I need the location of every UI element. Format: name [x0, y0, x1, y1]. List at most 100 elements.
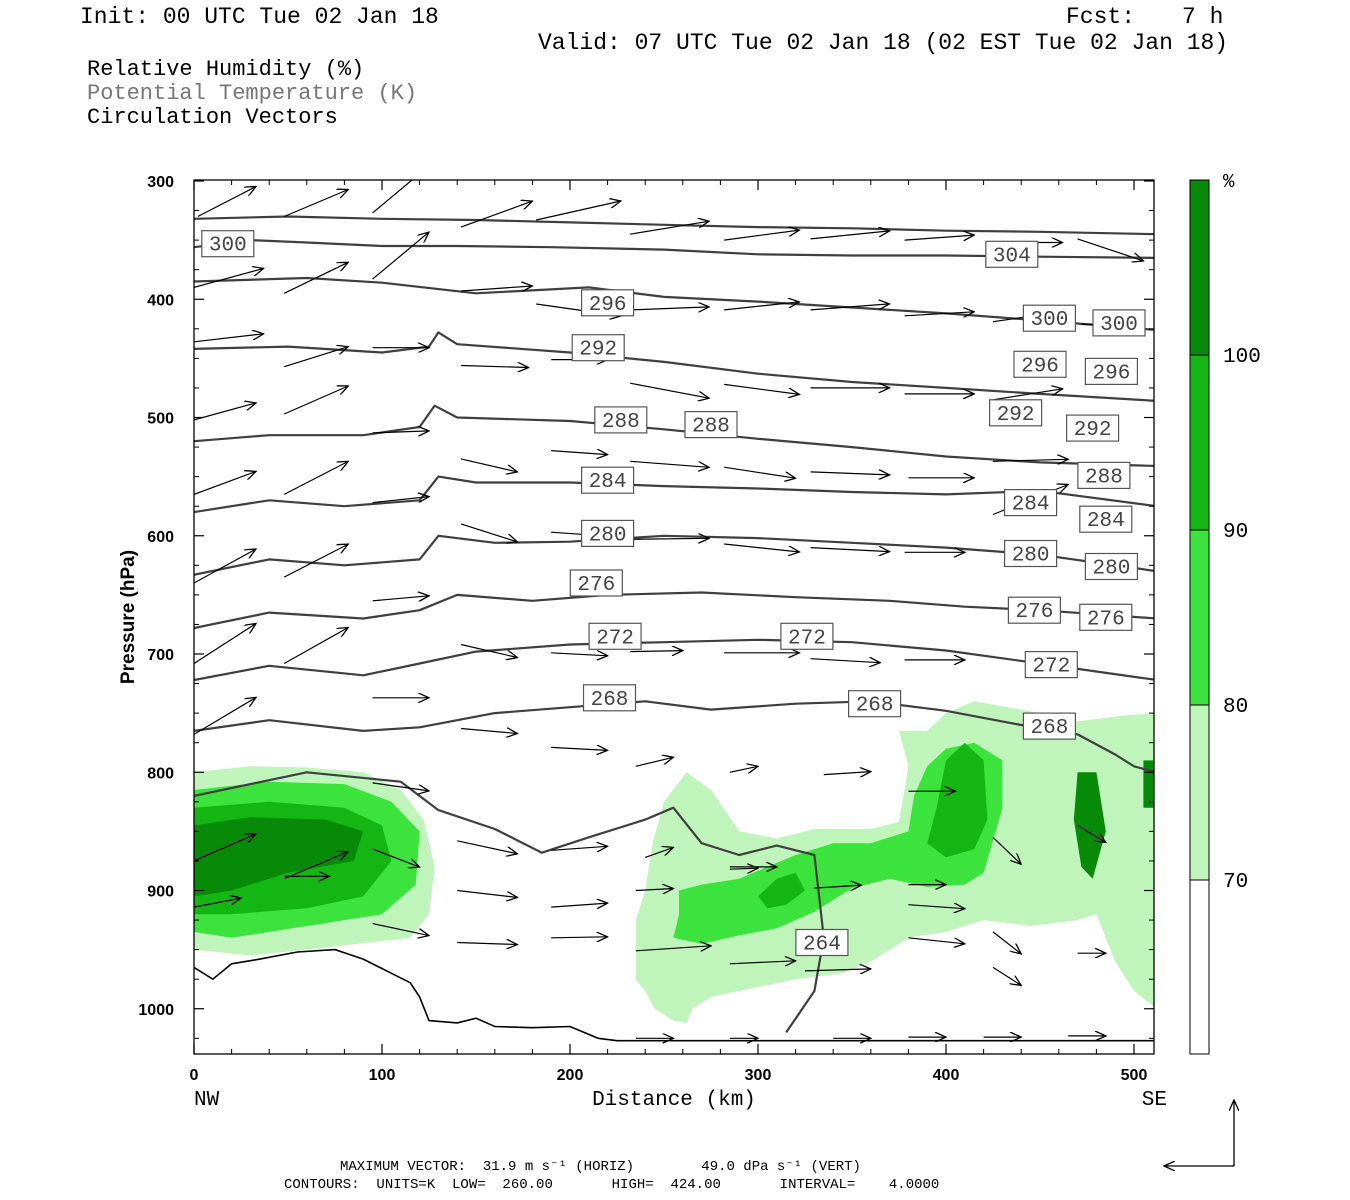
theta-label-276: 276: [1007, 596, 1062, 624]
svg-text:304: 304: [993, 245, 1031, 268]
circulation-vector: [194, 834, 256, 862]
theta-label-300: 300: [1092, 309, 1146, 337]
circulation-vector: [908, 937, 964, 944]
circulation-vector: [551, 846, 607, 850]
circulation-vector: [630, 538, 709, 539]
field-rh-label: Relative Humidity (%): [87, 57, 365, 82]
terrain-line: [194, 948, 1154, 1042]
circulation-vector: [904, 312, 975, 316]
circulation-vector: [635, 946, 711, 951]
circulation-vector: [194, 403, 256, 421]
circulation-vector: [823, 772, 871, 775]
circulation-vector: [992, 966, 1021, 985]
field-vectors-label: Circulation Vectors: [87, 105, 338, 130]
circulation-vector: [904, 235, 975, 240]
circulation-vector: [551, 747, 607, 750]
circulation-vector: [551, 653, 607, 656]
circulation-vector: [724, 230, 799, 241]
svg-text:296: 296: [1092, 362, 1130, 385]
theta-label-280: 280: [1084, 552, 1139, 581]
theta-contour-300: [194, 239, 1154, 259]
y-tick-label: 600: [147, 529, 174, 546]
circulation-vector: [457, 840, 517, 854]
theta-label-284: 284: [1079, 505, 1133, 533]
svg-text:284: 284: [1087, 510, 1125, 533]
svg-text:296: 296: [589, 294, 627, 317]
forecast-label: Fcst:: [1066, 4, 1136, 30]
rh-region-100-3: [194, 817, 364, 897]
svg-text:292: 292: [579, 339, 617, 362]
y-tick-label: 1000: [138, 1002, 174, 1019]
contours-note: CONTOURS: UNITS=K LOW= 260.00 HIGH= 424.…: [284, 1177, 940, 1193]
circulation-vector: [283, 544, 348, 578]
circulation-vector: [724, 302, 799, 311]
circulation-vector: [630, 460, 709, 467]
theta-contour-284: [194, 475, 1154, 514]
circulation-vector: [724, 383, 799, 394]
svg-text:268: 268: [591, 689, 629, 712]
circulation-vector: [810, 659, 881, 663]
circulation-vector: [810, 472, 890, 475]
circulation-vector: [283, 461, 348, 495]
circulation-vector: [804, 969, 871, 971]
circulation-vector: [457, 943, 517, 945]
circulation-vector: [814, 885, 861, 888]
colorbar-segment-100: [1189, 354, 1210, 531]
theta-label-276: 276: [1079, 603, 1133, 631]
theta-label-288: 288: [1077, 461, 1131, 489]
theta-contour-288: [194, 404, 1154, 468]
circulation-vector: [1077, 238, 1144, 261]
circulation-vector: [551, 937, 607, 938]
circulation-vector: [635, 889, 674, 891]
colorbar-segment-70: [1189, 879, 1210, 1055]
axes: 300 400 500 600 700 800 900 1000 0 100 200 300 400 50…: [138, 174, 1154, 1084]
circulation-vector: [729, 766, 758, 772]
theta-label-296: 296: [1013, 350, 1067, 378]
circulation-vector: [197, 187, 256, 218]
theta-label-304: 304: [985, 240, 1039, 268]
circulation-vector: [194, 898, 241, 908]
svg-text:280: 280: [1012, 545, 1050, 568]
y-tick-label: 700: [147, 647, 174, 664]
circulation-vector: [283, 852, 348, 880]
svg-text:296: 296: [1021, 355, 1059, 378]
colorbar-unit: %: [1223, 171, 1235, 193]
x-tick-label: 500: [1121, 1067, 1148, 1084]
circulation-vector: [460, 366, 529, 368]
svg-text:276: 276: [1087, 608, 1125, 631]
theta-label-280: 280: [580, 519, 635, 547]
circulation-vector: [194, 334, 264, 343]
circulation-vector: [724, 543, 799, 552]
colorbar-label-90: 90: [1223, 521, 1248, 544]
theta-contour-292: [194, 331, 1154, 402]
circulation-vector: [194, 697, 256, 735]
circulation-vector: [460, 201, 532, 228]
circulation-vector: [194, 471, 256, 495]
circulation-vector: [460, 286, 532, 291]
theta-label-272: 272: [780, 622, 834, 650]
theta-label-300: 300: [1022, 304, 1077, 332]
theta-label-276: 276: [569, 569, 623, 597]
svg-text:300: 300: [209, 235, 247, 258]
init-time: Init: 00 UTC Tue 02 Jan 18: [80, 4, 439, 30]
y-tick-label: 900: [147, 884, 174, 901]
theta-label-300: 300: [201, 230, 255, 258]
circulation-vector: [372, 782, 429, 791]
plot-frame: [193, 179, 1155, 1055]
circulation-vector: [457, 889, 517, 898]
svg-text:276: 276: [577, 574, 615, 597]
circulation-vector: [194, 549, 256, 584]
circulation-vector: [372, 431, 429, 433]
theta-label-296: 296: [1084, 357, 1139, 385]
circulation-vector: [1077, 824, 1106, 843]
colorbar-label-100: 100: [1223, 346, 1261, 369]
colorbar-label-70: 70: [1223, 871, 1248, 894]
theta-contour-304: [194, 215, 1154, 236]
svg-text:272: 272: [1032, 656, 1070, 679]
circulation-vector: [283, 386, 348, 415]
theta-label-280: 280: [1003, 539, 1058, 568]
svg-text:288: 288: [692, 416, 730, 439]
circulation-vector: [283, 628, 348, 665]
svg-text:268: 268: [1030, 717, 1068, 740]
x-tick-label: 100: [369, 1067, 396, 1084]
